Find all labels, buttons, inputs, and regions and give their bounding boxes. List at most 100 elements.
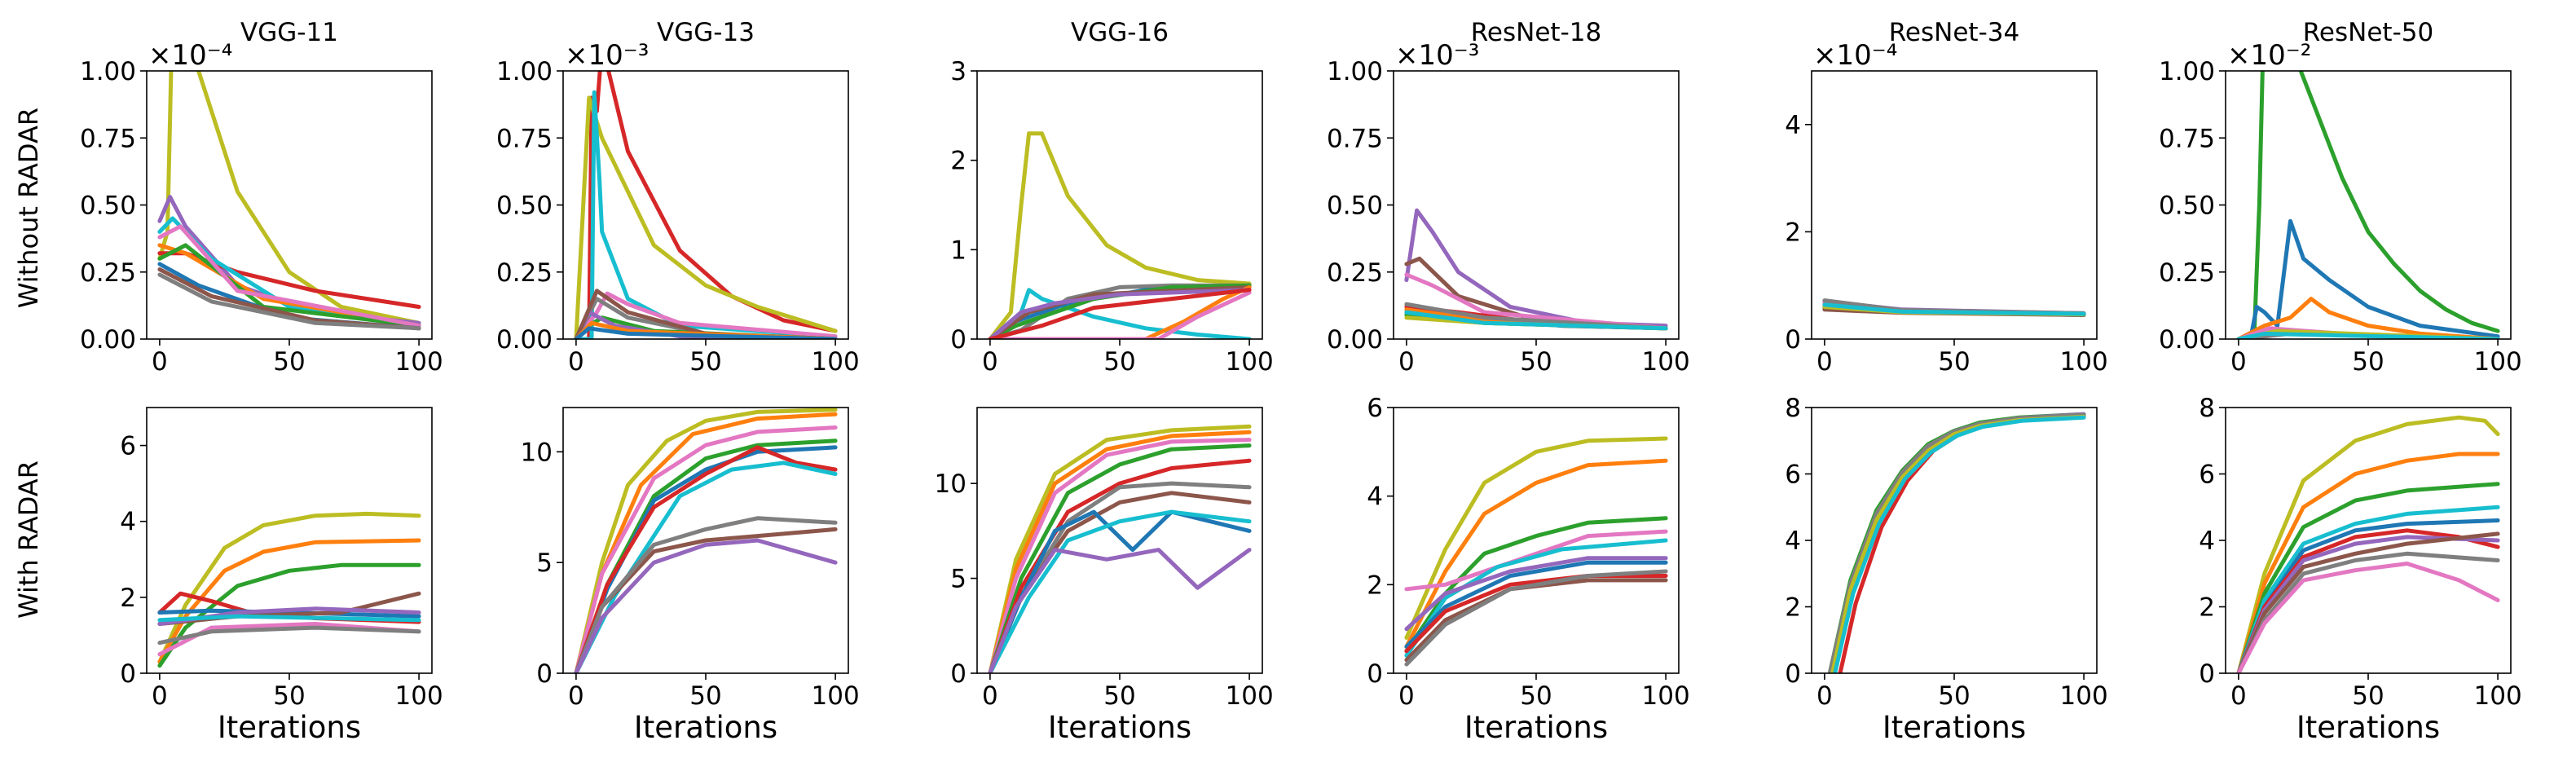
subplot-title: VGG-16 xyxy=(1071,18,1169,47)
y-tick-label: 0.25 xyxy=(496,258,553,288)
x-tick-label: 50 xyxy=(1938,681,1970,711)
plot-frame xyxy=(2225,70,2512,340)
y-tick-label: 6 xyxy=(1785,461,1801,490)
panel-r1-c5: 0 50 100 0 2 4 6 8 Iterations xyxy=(2199,394,2521,745)
panel-r1-c4: 0 50 100 0 2 4 6 8 Iterations xyxy=(1785,394,2107,745)
x-tick-label: 100 xyxy=(395,681,443,711)
x-tick-label: 50 xyxy=(1938,347,1970,377)
x-tick-label: 0 xyxy=(568,347,584,377)
series-group xyxy=(574,408,838,673)
y-tick-label: 4 xyxy=(2199,527,2215,556)
y-tick-label: 5 xyxy=(950,565,967,594)
y-tick-label: 0 xyxy=(1785,659,1801,689)
y-tick-label: 0.50 xyxy=(1327,192,1383,221)
x-axis-label: Iterations xyxy=(2296,710,2440,745)
series-line-2 xyxy=(2236,218,2500,339)
panel-r0-c4: 0 50 100 0 2 4 ResNet-34×10⁻⁴ xyxy=(1785,18,2107,377)
y-tick-label: 10 xyxy=(521,438,553,467)
x-tick-label: 100 xyxy=(1642,347,1690,377)
series-group xyxy=(2236,71,2500,339)
series-line-10 xyxy=(2236,331,2500,339)
x-tick-label: 100 xyxy=(395,347,443,377)
plot-frame xyxy=(1811,407,2098,674)
x-axis-label: Iterations xyxy=(1048,710,1191,745)
x-tick-label: 100 xyxy=(2060,681,2108,711)
row-label-with-radar: With RADAR xyxy=(13,461,44,619)
subplot-title: ResNet-50 xyxy=(2303,18,2433,47)
subplot-title: VGG-13 xyxy=(657,18,755,47)
y-tick-label: 0.75 xyxy=(1327,124,1383,153)
panel-r0-c1: 0 50 100 0.00 0.25 0.50 0.75 1.00 VGG-13 ×10⁻³ xyxy=(496,18,860,377)
y-tick-label: 0.50 xyxy=(80,192,136,221)
series-line-8 xyxy=(157,614,421,623)
series-line-10 xyxy=(157,625,421,646)
series-group xyxy=(1404,436,1668,667)
series-group xyxy=(157,71,421,331)
series-line-3 xyxy=(1404,272,1668,331)
y-tick-label: 0.50 xyxy=(2159,192,2215,221)
y-tick-label: 10 xyxy=(935,469,967,499)
series-group xyxy=(2236,415,2500,673)
series-line-3 xyxy=(574,425,838,673)
x-tick-label: 100 xyxy=(2474,681,2522,711)
series-line-7 xyxy=(1404,560,1668,649)
x-tick-label: 50 xyxy=(1520,681,1552,711)
y-tick-label: 8 xyxy=(2199,394,2215,423)
y-tick-label: 5 xyxy=(536,549,553,578)
y-tick-label: 0.50 xyxy=(496,192,553,221)
series-line-1 xyxy=(2236,415,2500,673)
series-line-10 xyxy=(1404,569,1668,667)
x-tick-label: 0 xyxy=(1398,681,1415,711)
series-line-10 xyxy=(157,272,421,331)
x-tick-label: 0 xyxy=(568,681,584,711)
x-tick-label: 0 xyxy=(1398,347,1415,377)
y-tick-label: 0 xyxy=(950,659,967,689)
series-line-10 xyxy=(1404,310,1668,331)
subplot-title: ResNet-18 xyxy=(1471,18,1601,47)
x-tick-label: 100 xyxy=(2474,347,2522,377)
y-tick-label: 6 xyxy=(1367,394,1383,423)
y-tick-label: 0.25 xyxy=(1327,258,1383,288)
y-tick-label: 0 xyxy=(950,325,967,355)
series-line-5 xyxy=(1404,538,1668,658)
x-tick-label: 100 xyxy=(1226,347,1274,377)
x-tick-label: 0 xyxy=(982,681,998,711)
y-tick-label: 4 xyxy=(120,508,136,537)
x-tick-label: 50 xyxy=(1103,347,1135,377)
x-tick-label: 0 xyxy=(2230,681,2247,711)
series-line-1 xyxy=(1404,208,1668,328)
x-tick-label: 100 xyxy=(1642,681,1690,711)
series-line-10 xyxy=(988,548,1252,673)
series-line-1 xyxy=(574,408,838,673)
series-line-3 xyxy=(1404,516,1668,654)
y-axis-multiplier: ×10⁻³ xyxy=(565,39,649,72)
y-tick-label: 2 xyxy=(1785,218,1801,247)
series-line-9 xyxy=(988,509,1252,673)
x-axis-label: Iterations xyxy=(1882,710,2026,745)
y-tick-label: 2 xyxy=(2199,593,2215,623)
row-label-without-radar: Without RADAR xyxy=(13,108,44,308)
subplot-title: ResNet-34 xyxy=(1889,18,2019,47)
y-tick-label: 0.75 xyxy=(2159,124,2215,153)
panel-r1-c1: 0 50 100 0 5 10 Iterations xyxy=(521,407,860,745)
x-axis-label: Iterations xyxy=(1464,710,1608,745)
x-tick-label: 50 xyxy=(689,347,721,377)
y-tick-label: 0.00 xyxy=(496,325,553,355)
y-axis-multiplier: ×10⁻² xyxy=(2227,39,2311,72)
y-axis-multiplier: ×10⁻⁴ xyxy=(1813,39,1897,72)
x-tick-label: 0 xyxy=(982,347,998,377)
panel-r0-c0: 0 50 100 0.00 0.25 0.50 0.75 1.00 VGG-11 ×10⁻⁴ xyxy=(80,18,443,377)
y-tick-label: 0.25 xyxy=(2159,258,2215,288)
x-tick-label: 50 xyxy=(1520,347,1552,377)
series-line-10 xyxy=(574,326,838,339)
y-tick-label: 0 xyxy=(1367,659,1383,689)
y-tick-label: 0 xyxy=(120,659,136,689)
series-group xyxy=(988,424,1252,673)
series-line-8 xyxy=(1827,412,2086,673)
series-group xyxy=(574,71,838,339)
series-line-7 xyxy=(157,224,421,328)
series-line-5 xyxy=(988,458,1252,673)
y-tick-label: 2 xyxy=(120,584,136,613)
y-tick-label: 4 xyxy=(1785,527,1801,556)
